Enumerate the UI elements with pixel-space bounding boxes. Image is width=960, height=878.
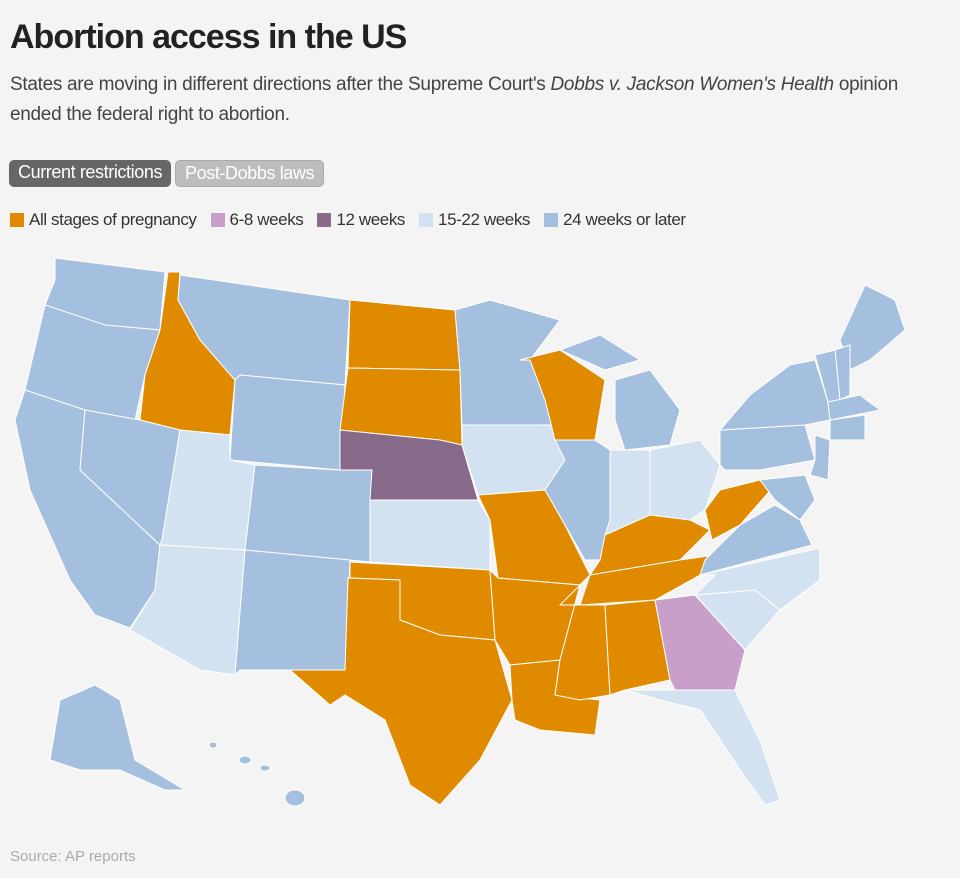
subtitle-italic: Dobbs v. Jackson Women's Health (550, 74, 835, 95)
legend-item: All stages of pregnancy (10, 210, 197, 230)
state (718, 359, 831, 431)
tab[interactable]: Post-Dobbs laws (175, 160, 325, 187)
state (614, 369, 681, 451)
legend-label: 24 weeks or later (563, 210, 686, 229)
state (238, 755, 252, 765)
tab[interactable]: Current restrictions (9, 160, 172, 187)
tabs: Current restrictions Post-Dobbs laws (9, 160, 325, 187)
legend-swatch (317, 213, 332, 227)
legend-item: 12 weeks (317, 210, 405, 230)
map (14, 257, 906, 807)
state (827, 394, 882, 421)
legend-label: 12 weeks (336, 210, 406, 229)
state (558, 334, 642, 371)
state (234, 549, 351, 677)
legend-label: 6-8 weeks (229, 210, 304, 229)
state (229, 374, 346, 471)
state (288, 577, 513, 806)
legend-swatch (10, 213, 24, 227)
state (49, 684, 187, 791)
title: Abortion access in the US (10, 18, 407, 56)
state (809, 434, 831, 481)
state (259, 764, 271, 772)
legend-item: 15-22 weeks (419, 210, 530, 230)
state (544, 439, 611, 561)
state (624, 689, 781, 806)
state (284, 789, 306, 807)
state (759, 474, 816, 521)
legend-swatch (419, 213, 434, 227)
state (693, 547, 821, 611)
state (829, 414, 866, 441)
state (244, 464, 373, 563)
subtitle-text: opinion ended the federal right to abort… (10, 74, 898, 125)
source: Source: AP reports (10, 848, 136, 865)
state (208, 741, 218, 749)
subtitle: States are moving in different direction… (10, 70, 930, 130)
legend-swatch (210, 213, 225, 227)
legend-swatch (544, 213, 559, 227)
state (369, 499, 491, 571)
legend: All stages of pregnancy 6-8 weeks 12 weeks… (10, 210, 686, 230)
legend-item: 6-8 weeks (210, 210, 304, 230)
legend-label: 15-22 weeks (438, 210, 531, 229)
legend-item: 24 weeks or later (544, 210, 686, 230)
state (604, 599, 671, 696)
legend-label: All stages of pregnancy (29, 210, 197, 229)
state (347, 299, 461, 371)
subtitle-text: States are moving in different direction… (10, 74, 546, 95)
state (719, 424, 816, 471)
